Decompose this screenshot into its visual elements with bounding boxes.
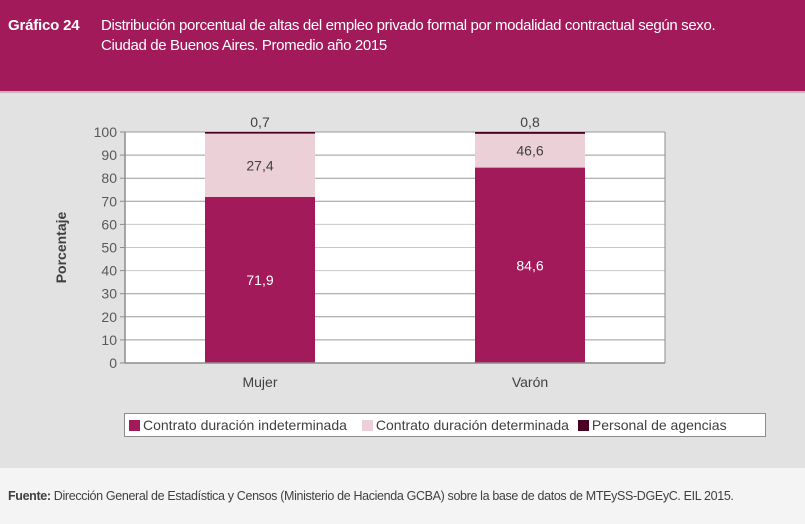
- stacked-bar-chart: 0 10 20 30 40 50 60 70 80 90 100 71,9 27,4 0,7 Mujer 84…: [53, 114, 666, 390]
- bar-segment: [205, 133, 315, 197]
- y-tick-label: 20: [101, 309, 117, 325]
- bar-segment: [205, 196, 315, 363]
- header-divider: [0, 91, 805, 93]
- bar-segment: [205, 132, 315, 134]
- y-tick-label: 50: [101, 240, 117, 256]
- data-label: 27,4: [246, 157, 273, 173]
- data-label: 84,6: [516, 257, 543, 273]
- chart-legend: Contrato duración indeterminada Contrato…: [124, 413, 766, 437]
- legend-item-indeterminada: Contrato duración indeterminada: [129, 417, 347, 433]
- bar-segment: [475, 133, 585, 168]
- source-text: Dirección General de Estadística y Censo…: [50, 489, 734, 503]
- chart-number: Gráfico 24: [8, 17, 80, 34]
- y-tick-label: 70: [101, 193, 117, 209]
- legend-swatch-agencias: [577, 419, 589, 431]
- y-tick-label: 100: [94, 124, 118, 140]
- x-tick-label: Mujer: [242, 374, 277, 390]
- bar-segment: [475, 132, 585, 134]
- y-tick-label: 90: [101, 147, 117, 163]
- legend-label: Contrato duración indeterminada: [143, 417, 347, 433]
- data-label: 0,7: [250, 114, 270, 130]
- source-note: Fuente: Dirección General de Estadística…: [8, 489, 734, 503]
- y-tick-label: 80: [101, 170, 117, 186]
- y-tick-label: 0: [109, 355, 117, 371]
- data-label: 71,9: [246, 272, 273, 288]
- y-tick-label: 10: [101, 332, 117, 348]
- source-label: Fuente:: [8, 489, 51, 503]
- y-tick-label: 60: [101, 216, 117, 232]
- x-tick-label: Varón: [512, 374, 548, 390]
- data-label: 46,6: [516, 143, 543, 159]
- legend-label: Personal de agencias: [591, 417, 727, 433]
- chart-title-line1: Distribución porcentual de altas del emp…: [101, 17, 716, 34]
- y-axis-label: Porcentaje: [53, 211, 69, 283]
- y-tick-label: 30: [101, 286, 117, 302]
- y-tick-label: 40: [101, 263, 117, 279]
- legend-label: Contrato duración determinada: [375, 417, 569, 433]
- chart-header: Gráfico 24 Distribución porcentual de al…: [0, 0, 805, 91]
- chart-title-line2: Ciudad de Buenos Aires. Promedio año 201…: [101, 37, 387, 54]
- legend-swatch-indeterminada: [129, 419, 140, 431]
- legend-swatch-determinada: [361, 419, 373, 431]
- data-label: 0,8: [520, 114, 540, 130]
- legend-item-determinada: Contrato duración determinada: [361, 417, 569, 433]
- legend-item-agencias: Personal de agencias: [577, 417, 727, 433]
- bar-segment: [475, 167, 585, 363]
